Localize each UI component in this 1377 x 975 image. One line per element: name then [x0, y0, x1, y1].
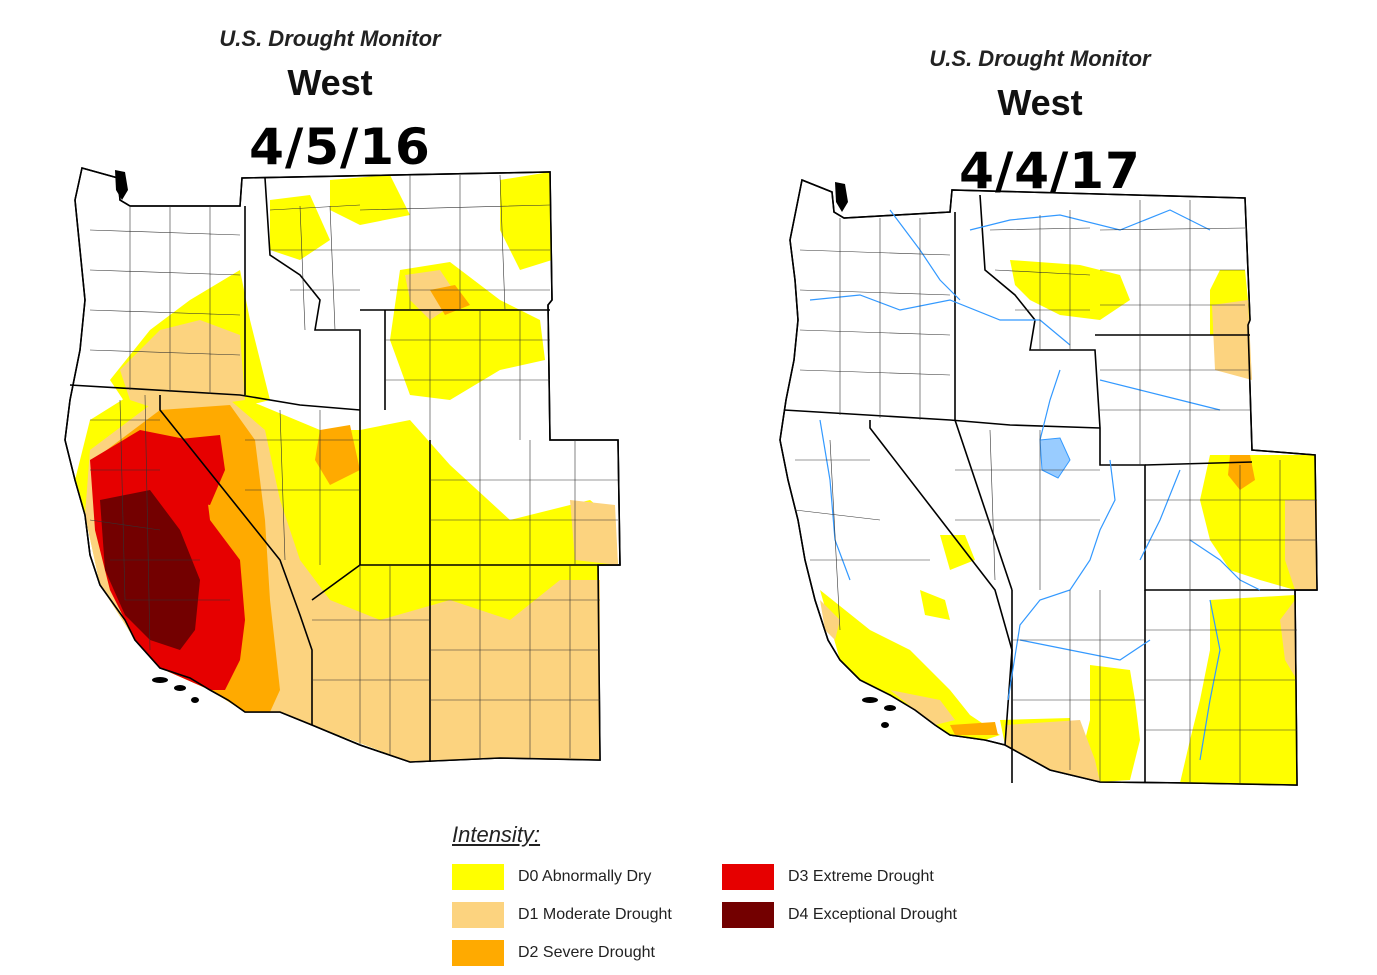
puget-sound: [835, 182, 848, 212]
county-lines: [794, 200, 1317, 783]
legend-swatch-d3: [722, 864, 774, 890]
legend-label-d3: D3 Extreme Drought: [788, 868, 934, 885]
legend-swatch-d4: [722, 902, 774, 928]
channel-islands: [862, 697, 896, 728]
d4-areas: [100, 490, 200, 650]
legend-swatch-d0: [452, 864, 504, 890]
map-date: 4/5/16: [249, 118, 431, 176]
legend-label-d4: D4 Exceptional Drought: [788, 906, 957, 923]
drought-map-2017-panel: U.S. Drought Monitor West 4/4/17: [740, 0, 1360, 800]
monitor-title: U.S. Drought Monitor: [929, 46, 1151, 71]
legend-label-d2: D2 Severe Drought: [518, 944, 655, 961]
channel-islands: [152, 677, 199, 703]
legend-heading: Intensity:: [452, 822, 541, 847]
puget-sound: [115, 170, 128, 200]
intensity-legend: Intensity: D0 Abnormally Dry D1 Moderate…: [450, 820, 1050, 970]
map-date: 4/4/17: [959, 142, 1141, 200]
legend-label-d0: D0 Abnormally Dry: [518, 868, 652, 885]
county-lines: [89, 174, 618, 758]
drought-map-2017: [779, 178, 1318, 786]
state-borders: [779, 178, 1318, 786]
drought-map-2016-panel: U.S. Drought Monitor West 4/5/16: [30, 0, 670, 800]
monitor-title: U.S. Drought Monitor: [219, 26, 441, 51]
d2-areas: [950, 455, 1255, 735]
legend-swatch-d2: [452, 940, 504, 966]
region-title: West: [997, 82, 1083, 123]
state-borders: [64, 167, 621, 763]
legend-label-d1: D1 Moderate Drought: [518, 906, 672, 923]
legend-swatch-d1: [452, 902, 504, 928]
great-salt-lake: [1039, 437, 1071, 479]
drought-map-2016: [64, 167, 621, 763]
region-title: West: [287, 62, 373, 103]
